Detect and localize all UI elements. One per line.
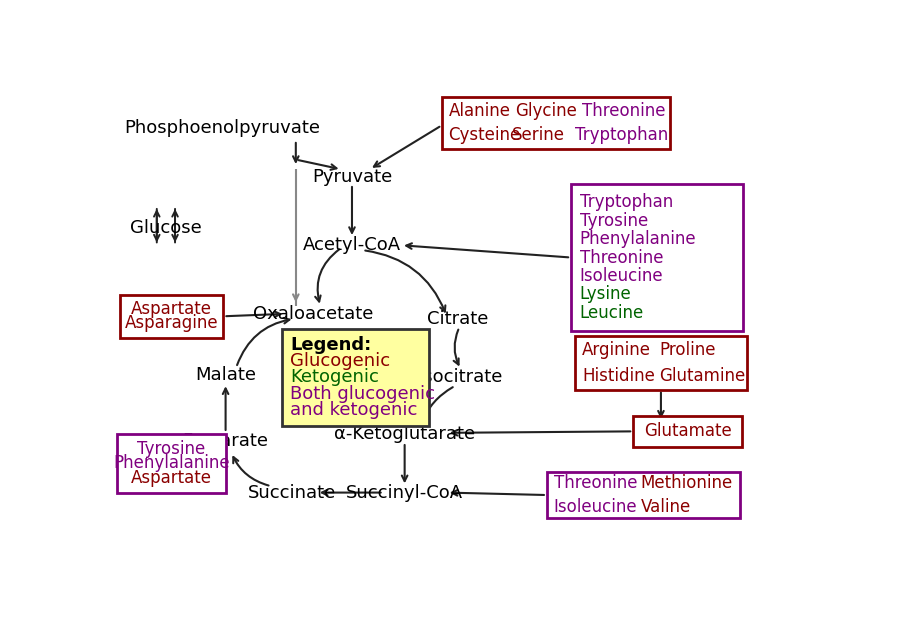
Bar <box>572 184 744 331</box>
Text: Succinate: Succinate <box>248 483 336 502</box>
Text: Aspartate: Aspartate <box>131 469 212 487</box>
Text: and ketogenic: and ketogenic <box>290 401 418 419</box>
Text: Aspartate: Aspartate <box>131 300 212 318</box>
Text: Phenylalanine: Phenylalanine <box>113 454 230 472</box>
Text: Serine: Serine <box>512 126 564 144</box>
Bar <box>633 416 742 446</box>
Text: Histidine: Histidine <box>582 367 655 385</box>
Text: Asparagine: Asparagine <box>125 314 218 333</box>
Text: Fumarate: Fumarate <box>183 432 268 450</box>
Text: Leucine: Leucine <box>580 303 644 322</box>
Bar <box>282 329 429 427</box>
Text: Glycine: Glycine <box>516 102 577 120</box>
Bar <box>441 97 670 149</box>
Bar <box>117 434 226 492</box>
Text: Glutamate: Glutamate <box>644 422 731 440</box>
Text: Oxaloacetate: Oxaloacetate <box>253 305 373 323</box>
Text: Phenylalanine: Phenylalanine <box>580 230 697 248</box>
Text: Both glucogenic: Both glucogenic <box>290 385 435 403</box>
Text: Tyrosine: Tyrosine <box>580 212 648 230</box>
Text: Valine: Valine <box>641 498 691 516</box>
Text: Pyruvate: Pyruvate <box>312 168 392 186</box>
Text: α-Ketoglutarate: α-Ketoglutarate <box>334 425 476 443</box>
Bar <box>547 473 740 518</box>
Text: Malate: Malate <box>195 366 256 384</box>
Text: Phosphoenolpyruvate: Phosphoenolpyruvate <box>124 119 320 137</box>
Text: Threonine: Threonine <box>554 474 637 492</box>
Text: Acetyl-CoA: Acetyl-CoA <box>303 236 401 254</box>
Text: Isoleucine: Isoleucine <box>580 267 663 285</box>
Text: Proline: Proline <box>660 341 716 359</box>
Text: Glucogenic: Glucogenic <box>290 352 390 370</box>
Text: Isocitrate: Isocitrate <box>419 368 503 387</box>
Bar <box>575 336 747 390</box>
Text: Succinyl-CoA: Succinyl-CoA <box>346 483 463 502</box>
Text: Threonine: Threonine <box>580 249 663 266</box>
Text: Glucose: Glucose <box>130 219 202 237</box>
Text: Ketogenic: Ketogenic <box>290 368 379 387</box>
Text: Glutamine: Glutamine <box>660 367 746 385</box>
Bar <box>120 294 224 338</box>
Text: Legend:: Legend: <box>290 336 371 354</box>
Text: Tryptophan: Tryptophan <box>575 126 668 144</box>
Text: Isoleucine: Isoleucine <box>554 498 638 516</box>
Text: Citrate: Citrate <box>427 310 488 328</box>
Text: Alanine: Alanine <box>448 102 510 120</box>
Text: Lysine: Lysine <box>580 285 631 303</box>
Text: Arginine: Arginine <box>582 341 651 359</box>
Text: Tryptophan: Tryptophan <box>580 193 673 211</box>
Text: Tyrosine: Tyrosine <box>138 439 206 457</box>
Text: Threonine: Threonine <box>582 102 665 120</box>
Text: Methionine: Methionine <box>641 474 733 492</box>
Text: Cysteine: Cysteine <box>448 126 521 144</box>
